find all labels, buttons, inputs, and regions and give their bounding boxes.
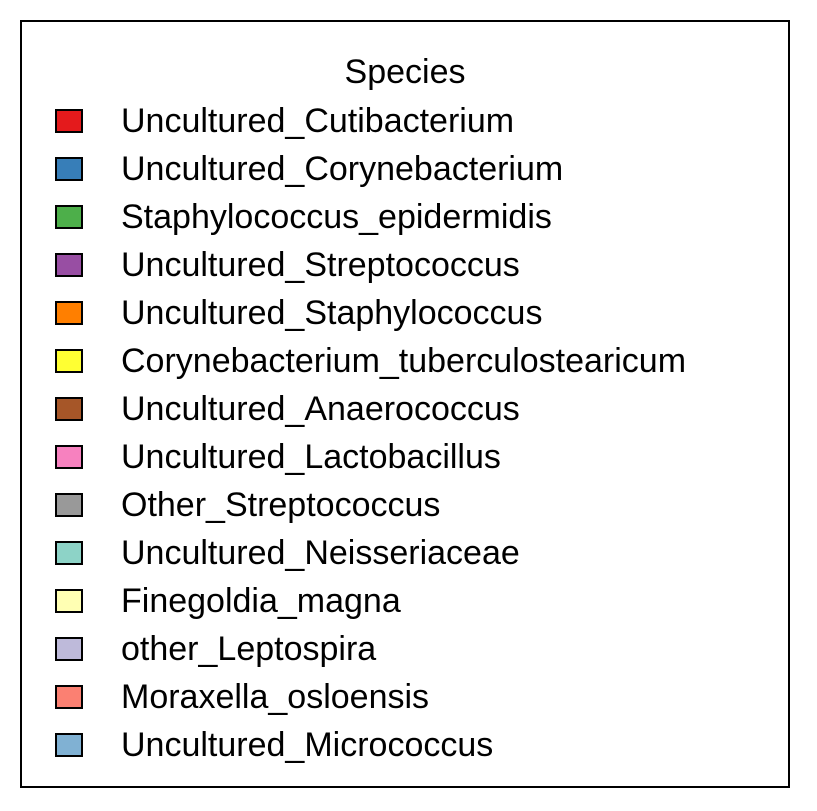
legend-swatch [55, 685, 83, 709]
legend-label: Corynebacterium_tuberculostearicum [121, 342, 687, 380]
legend-item: Moraxella_osloensis [55, 673, 686, 721]
legend-item: other_Leptospira [55, 625, 686, 673]
legend-item: Staphylococcus_epidermidis [55, 193, 686, 241]
legend-swatch [55, 445, 83, 469]
legend-item: Other_Streptococcus [55, 481, 686, 529]
legend-list: Uncultured_Cutibacterium Uncultured_Coryn… [55, 97, 686, 769]
legend-item: Uncultured_Neisseriaceae [55, 529, 686, 577]
legend-label: Moraxella_osloensis [121, 678, 430, 716]
legend-item: Uncultured_Lactobacillus [55, 433, 686, 481]
legend-label: Uncultured_Neisseriaceae [121, 534, 520, 572]
legend-swatch [55, 301, 83, 325]
legend-item: Uncultured_Staphylococcus [55, 289, 686, 337]
legend-label: Uncultured_Lactobacillus [121, 438, 501, 476]
legend-item: Corynebacterium_tuberculostearicum [55, 337, 686, 385]
legend-swatch [55, 493, 83, 517]
legend-swatch [55, 157, 83, 181]
legend-label: Uncultured_Cutibacterium [121, 102, 515, 140]
legend-label: Staphylococcus_epidermidis [121, 198, 552, 236]
legend-swatch [55, 397, 83, 421]
legend-label: Uncultured_Anaerococcus [121, 390, 520, 428]
legend-item: Uncultured_Anaerococcus [55, 385, 686, 433]
legend-label: Uncultured_Staphylococcus [121, 294, 543, 332]
legend-item: Uncultured_Corynebacterium [55, 145, 686, 193]
legend-label: Uncultured_Streptococcus [121, 246, 520, 284]
legend-swatch [55, 109, 83, 133]
legend-label: Other_Streptococcus [121, 486, 441, 524]
legend-box: Species Uncultured_Cutibacterium Uncultur… [20, 20, 790, 788]
legend-swatch [55, 253, 83, 277]
legend-label: Uncultured_Micrococcus [121, 726, 494, 764]
legend-item: Uncultured_Streptococcus [55, 241, 686, 289]
legend-label: Finegoldia_magna [121, 582, 401, 620]
legend-label: Uncultured_Corynebacterium [121, 150, 564, 188]
legend-item: Finegoldia_magna [55, 577, 686, 625]
legend-swatch [55, 589, 83, 613]
legend-swatch [55, 733, 83, 757]
legend-item: Uncultured_Cutibacterium [55, 97, 686, 145]
legend-swatch [55, 637, 83, 661]
legend-swatch [55, 205, 83, 229]
legend-item: Uncultured_Micrococcus [55, 721, 686, 769]
legend-swatch [55, 541, 83, 565]
legend-label: other_Leptospira [121, 630, 377, 668]
legend-swatch [55, 349, 83, 373]
legend-title: Species [344, 53, 466, 91]
